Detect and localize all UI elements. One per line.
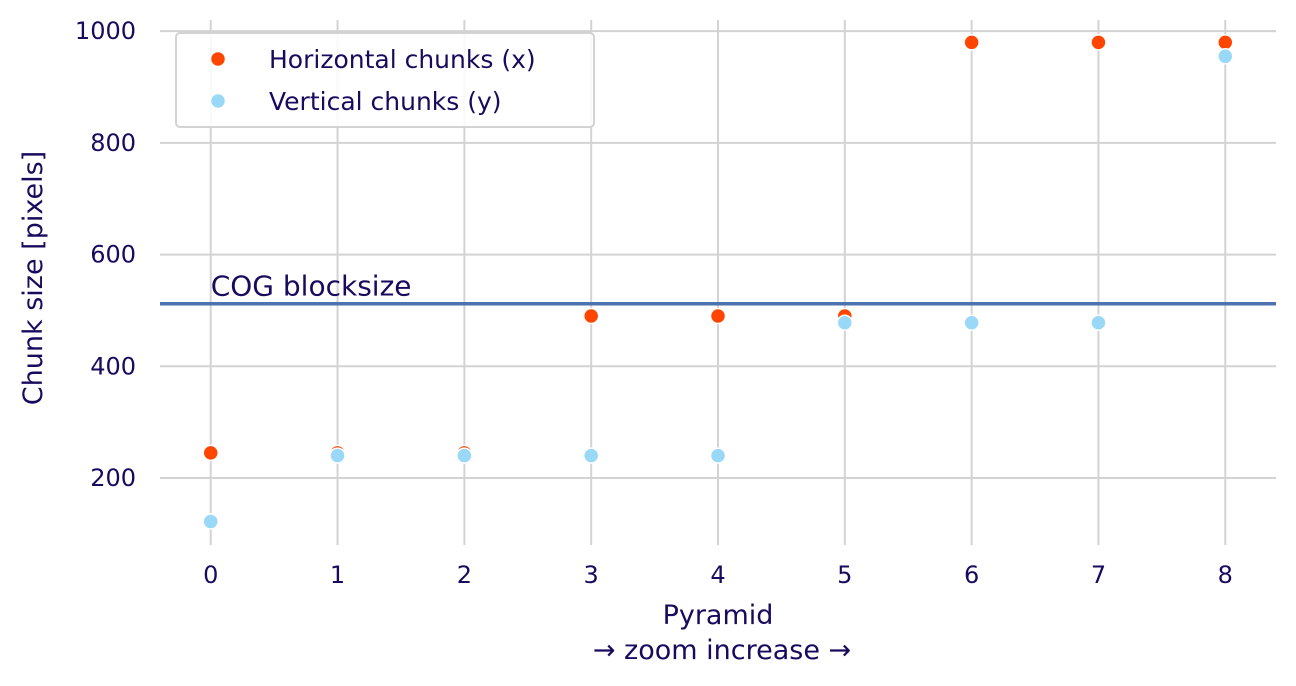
x-tick-label: 4	[710, 561, 725, 589]
legend: Horizontal chunks (x) Vertical chunks (y…	[175, 32, 595, 128]
x-tick-label: 6	[964, 561, 979, 589]
legend-marker-horizontal	[209, 50, 227, 68]
legend-label-horizontal: Horizontal chunks (x)	[269, 45, 536, 74]
horizontal-chunk-point	[1090, 34, 1107, 51]
x-tick-label: 5	[837, 561, 852, 589]
horizontal-chunk-point	[1217, 34, 1234, 51]
reference-line-group: COG blocksize	[160, 270, 1276, 306]
vertical-chunk-point	[202, 513, 219, 530]
x-tick-label: 2	[457, 561, 472, 589]
x-tick-label: 7	[1091, 561, 1106, 589]
vertical-chunk-point	[456, 447, 473, 464]
vertical-chunk-point	[1090, 314, 1107, 331]
vertical-chunk-point	[709, 447, 727, 464]
y-tick-label: 200	[90, 464, 136, 492]
x-axis-title: Pyramid	[663, 600, 774, 631]
x-axis-subtitle: → zoom increase →	[593, 635, 851, 666]
x-tick-label: 0	[203, 561, 218, 589]
y-tick-label: 800	[90, 129, 136, 157]
vertical-chunk-point	[963, 314, 980, 331]
horizontal-chunk-point	[963, 34, 980, 51]
horizontal-chunk-point	[202, 444, 219, 462]
y-tick-label: 600	[90, 241, 136, 269]
x-tick-label: 3	[584, 561, 599, 589]
x-tick-label: 8	[1218, 561, 1233, 589]
x-tick-label: 1	[330, 561, 345, 589]
y-axis-title: Chunk size [pixels]	[18, 151, 49, 405]
vertical-chunk-point	[329, 447, 346, 464]
legend-label-vertical: Vertical chunks (y)	[269, 87, 502, 116]
y-tick-label: 400	[90, 352, 136, 380]
horizontal-chunk-point	[582, 307, 600, 325]
vertical-chunk-point	[836, 314, 854, 331]
x-tick-labels: 0 1 2 3 4 5 6 7 8	[203, 561, 1233, 589]
vertical-chunk-point	[582, 447, 600, 464]
legend-box	[175, 32, 595, 128]
y-tick-labels: 200 400 600 800 1000	[75, 17, 136, 492]
vertical-chunk-point	[1217, 48, 1234, 65]
y-tick-label: 1000	[75, 17, 136, 45]
horizontal-chunk-point	[709, 307, 727, 325]
data-points	[202, 34, 1234, 530]
legend-marker-vertical	[209, 92, 227, 110]
cog-blocksize-label: COG blocksize	[211, 270, 412, 303]
